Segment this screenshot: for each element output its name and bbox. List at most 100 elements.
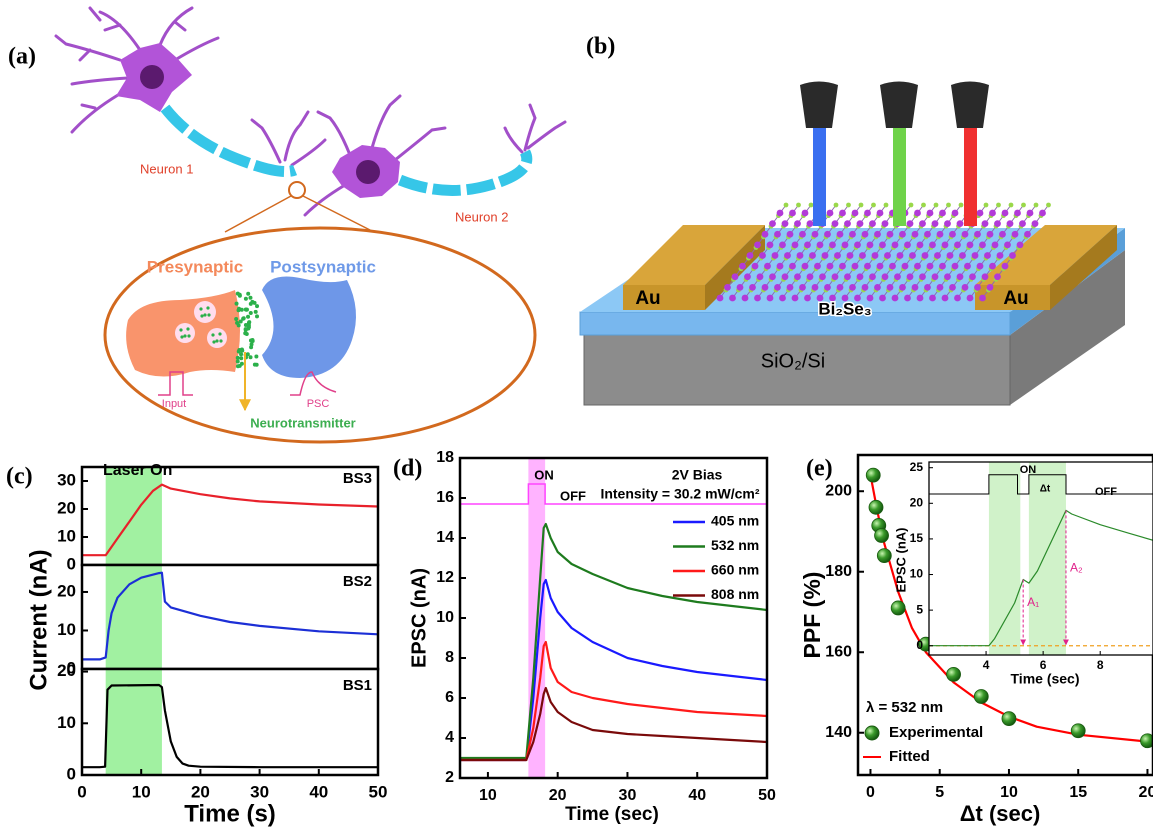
atom-se	[984, 203, 989, 208]
atom-bi	[857, 273, 864, 280]
zoom-circle	[289, 182, 305, 198]
atom-bi	[822, 252, 829, 259]
atom-bi	[927, 210, 934, 217]
atom-bi	[777, 210, 784, 217]
plot-background	[460, 458, 767, 778]
electrode-label: Au	[635, 288, 660, 309]
atom-bi	[922, 252, 929, 259]
atom-se	[1034, 203, 1039, 208]
vesicle-dot	[180, 335, 183, 338]
neurotransmitter	[249, 355, 253, 359]
x-axis-label: Δt (sec)	[960, 801, 1041, 826]
electrode-label: Au	[1003, 288, 1028, 309]
zoom-line	[225, 196, 291, 232]
y-tick-label: 180	[825, 563, 852, 580]
panel-label: (b)	[586, 34, 615, 60]
atom-bi	[892, 295, 899, 302]
neurotransmitter	[240, 308, 244, 312]
atom-bi	[797, 252, 804, 259]
atom-bi	[754, 295, 761, 302]
neurotransmitter	[248, 296, 252, 300]
atom-bi	[787, 284, 794, 291]
atom-bi	[767, 295, 774, 302]
atom-bi	[944, 273, 951, 280]
atom-bi	[884, 252, 891, 259]
x-tick-label: 0	[866, 784, 875, 801]
marker-label: A₁	[1027, 595, 1039, 609]
y-tick-label: 18	[436, 449, 454, 466]
neurotransmitter	[255, 314, 259, 318]
atom-bi	[744, 273, 751, 280]
x-tick-label: 20	[1139, 784, 1153, 801]
atom-bi	[804, 241, 811, 248]
annotation: Intensity = 30.2 mW/cm²	[600, 486, 759, 502]
x-tick-label: 15	[1069, 784, 1087, 801]
axon	[400, 152, 527, 190]
atom-bi	[977, 263, 984, 270]
x-tick-label: 30	[619, 787, 637, 804]
y-tick-label: 20	[57, 661, 76, 680]
y-axis-label: EPSC (nA)	[893, 528, 908, 593]
neurotransmitter	[246, 352, 250, 356]
input-label: Input	[162, 398, 186, 410]
atom-bi	[957, 273, 964, 280]
atom-bi	[949, 231, 956, 238]
neurotransmitter	[254, 310, 258, 314]
atom-bi	[1007, 220, 1014, 227]
atom-bi	[794, 273, 801, 280]
panel-label: (c)	[6, 464, 33, 490]
presynaptic-label: Presynaptic	[147, 257, 243, 276]
neurotransmitter	[246, 315, 250, 319]
atom-se	[859, 203, 864, 208]
atom-bi	[974, 231, 981, 238]
vesicle-dot	[200, 314, 203, 317]
laser-beam	[893, 128, 906, 226]
panel-label: (e)	[806, 456, 833, 482]
atom-bi	[1027, 210, 1034, 217]
atom-se	[934, 203, 939, 208]
atom-bi	[742, 295, 749, 302]
atom-bi	[999, 231, 1006, 238]
atom-bi	[929, 241, 936, 248]
atom-bi	[982, 220, 989, 227]
atom-bi	[852, 263, 859, 270]
atom-bi	[854, 241, 861, 248]
vesicle-dot	[206, 306, 209, 309]
atom-bi	[992, 241, 999, 248]
atom-bi	[917, 295, 924, 302]
y-tick-label: 0	[916, 638, 923, 652]
atom-bi	[779, 241, 786, 248]
y-axis-label: EPSC (nA)	[408, 568, 430, 668]
legend-label: 405 nm	[711, 513, 759, 529]
x-tick-label: 4	[983, 658, 990, 672]
atom-bi	[774, 284, 781, 291]
atom-bi	[812, 231, 819, 238]
atom-bi	[977, 210, 984, 217]
atom-bi	[889, 263, 896, 270]
atom-bi	[839, 210, 846, 217]
atom-bi	[879, 241, 886, 248]
x-axis-label: Time (sec)	[1011, 671, 1080, 687]
atom-bi	[962, 231, 969, 238]
legend-label: 808 nm	[711, 586, 759, 602]
atom-bi	[812, 284, 819, 291]
atom-bi	[937, 231, 944, 238]
atom-bi	[804, 295, 811, 302]
annotation: 2V Bias	[672, 467, 723, 483]
vesicle-dot	[203, 313, 206, 316]
atom-bi	[849, 284, 856, 291]
atom-bi	[729, 295, 736, 302]
legend-marker	[865, 726, 879, 740]
y-axis-label: Current (nA)	[25, 549, 52, 690]
annotation: λ = 532 nm	[866, 699, 943, 716]
atom-bi	[784, 252, 791, 259]
atom-se	[921, 203, 926, 208]
neurotransmitter	[236, 356, 240, 360]
atom-se	[784, 203, 789, 208]
data-point	[1140, 734, 1153, 748]
neurotransmitter	[236, 364, 240, 368]
atom-bi	[862, 231, 869, 238]
atom-se	[809, 203, 814, 208]
atom-bi	[757, 273, 764, 280]
